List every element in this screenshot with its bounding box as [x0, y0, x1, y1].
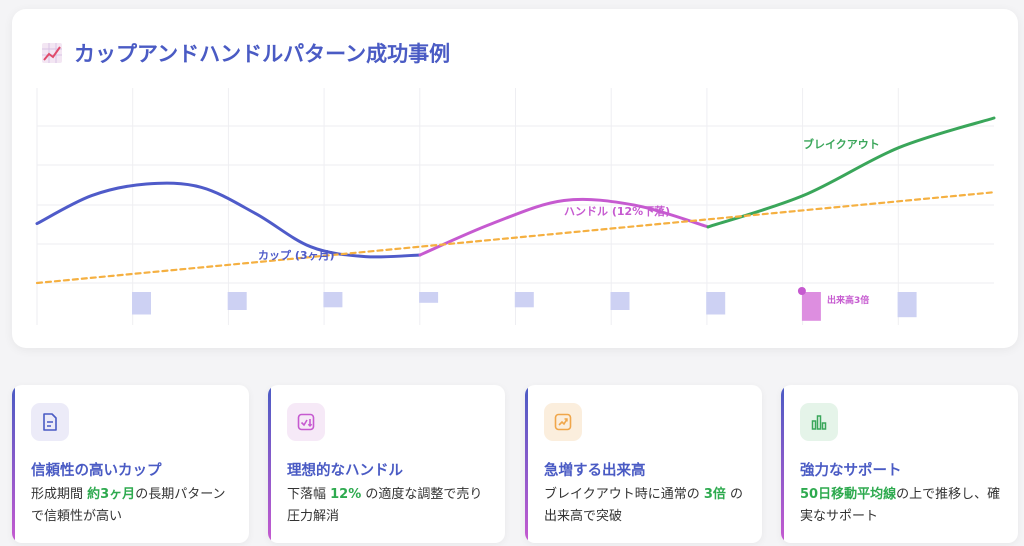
- feature-card-cup: 信頼性の高いカップ 形成期間 約3ヶ月の長期パターンで信頼性が高い: [12, 385, 249, 543]
- volume-bar: [132, 292, 151, 315]
- volume-bar: [610, 292, 630, 310]
- trend-up-icon: [544, 403, 582, 441]
- volume-spike-label: 出来高3倍: [827, 294, 869, 306]
- card-accent-bar: [12, 385, 15, 543]
- handle-label: ハンドル (12%下落): [564, 204, 670, 218]
- handle-line: [418, 197, 710, 257]
- moving-average-line: [35, 191, 996, 285]
- volume-bar: [227, 292, 247, 310]
- card-accent-bar: [525, 385, 528, 543]
- cup-handle-chart: カップ (3ヶ月) ハンドル (12%下落) ブレイクアウト 出来高3倍: [35, 88, 996, 325]
- volume-bar: [323, 292, 343, 308]
- card-description: 下落幅 12% の適度な調整で売り圧力解消: [287, 487, 483, 524]
- volume-bar: [706, 292, 726, 315]
- card-description: 形成期間 約3ヶ月の長期パターンで信頼性が高い: [31, 487, 226, 524]
- card-title: 急増する出来高: [544, 463, 646, 479]
- card-accent-bar: [268, 385, 271, 543]
- feature-card-volume: 急増する出来高 ブレイクアウト時に通常の 3倍 の出来高で突破: [525, 385, 762, 543]
- card-description: ブレイクアウト時に通常の 3倍 の出来高で突破: [544, 487, 744, 524]
- volume-bars: [132, 287, 917, 321]
- check-down-icon: [287, 403, 325, 441]
- chart-increasing-icon: [40, 41, 64, 65]
- chart-annotations: カップ (3ヶ月) ハンドル (12%下落) ブレイクアウト 出来高3倍: [258, 137, 880, 306]
- card-description: 50日移動平均線の上で推移し、確実なサポート: [800, 487, 1001, 524]
- card-title: 信頼性の高いカップ: [31, 463, 162, 479]
- breakout-label: ブレイクアウト: [803, 137, 880, 151]
- volume-bar: [897, 292, 917, 318]
- card-accent-bar: [781, 385, 784, 543]
- cup-line: [35, 181, 422, 259]
- bar-chart-icon: [800, 403, 838, 441]
- card-title: 理想的なハンドル: [287, 463, 403, 479]
- breakout-line: [706, 116, 996, 229]
- volume-spike-marker: [797, 287, 806, 295]
- card-title: 強力なサポート: [800, 463, 902, 479]
- price-lines: [35, 116, 996, 285]
- volume-bar-spike: [801, 292, 821, 321]
- volume-bar: [419, 292, 439, 303]
- feature-card-support: 強力なサポート 50日移動平均線の上で推移し、確実なサポート: [781, 385, 1018, 543]
- feature-cards: 信頼性の高いカップ 形成期間 約3ヶ月の長期パターンで信頼性が高い 理想的なハン…: [12, 385, 1018, 545]
- document-chart-icon: [31, 403, 69, 441]
- chart-title: カップアンドハンドルパターン成功事例: [40, 38, 450, 68]
- volume-bar: [514, 292, 534, 308]
- chart-title-text: カップアンドハンドルパターン成功事例: [74, 42, 451, 66]
- chart-grid: [36, 88, 994, 325]
- feature-card-handle: 理想的なハンドル 下落幅 12% の適度な調整で売り圧力解消: [268, 385, 505, 543]
- cup-label: カップ (3ヶ月): [258, 248, 335, 262]
